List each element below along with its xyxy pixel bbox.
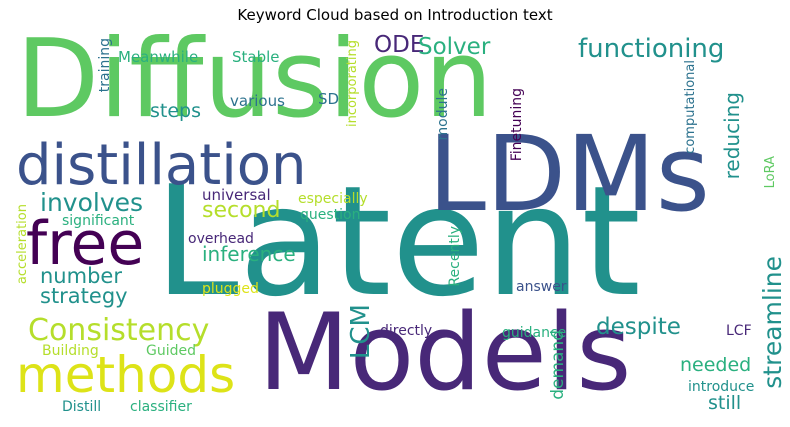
- word-significant: significant: [62, 213, 135, 229]
- word-guidance: guidance: [502, 325, 567, 341]
- word-meanwhile: Meanwhile: [118, 48, 199, 66]
- word-computational: computational: [683, 60, 698, 154]
- word-plugged: plugged: [202, 281, 259, 297]
- word-solver: Solver: [418, 34, 491, 60]
- word-cloud: Diffusion Latent LDMs Models distillatio…: [16, 34, 782, 414]
- word-inference: inference: [202, 242, 296, 266]
- word-training: training: [97, 38, 113, 93]
- word-free: free: [26, 209, 145, 279]
- word-still: still: [708, 392, 742, 414]
- word-consistency: Consistency: [28, 313, 210, 348]
- word-steps: steps: [150, 100, 201, 122]
- word-reducing: reducing: [720, 92, 744, 180]
- word-module: module: [435, 88, 451, 141]
- word-acceleration: acceleration: [16, 204, 30, 285]
- word-finetuning: Finetuning: [509, 88, 525, 162]
- word-methods: methods: [16, 346, 236, 404]
- word-building: Building: [42, 343, 99, 359]
- word-strategy: strategy: [40, 284, 128, 308]
- word-ldms: LDMs: [428, 113, 710, 235]
- word-distill: Distill: [62, 399, 102, 414]
- word-involves: involves: [40, 188, 144, 217]
- word-directly: directly: [380, 323, 433, 339]
- word-despite: despite: [596, 314, 681, 340]
- word-demand: demand: [548, 330, 568, 400]
- word-stable: Stable: [232, 48, 280, 66]
- word-second: second: [202, 198, 281, 223]
- word-answer: answer: [516, 279, 567, 295]
- word-functioning: functioning: [578, 34, 725, 64]
- word-overhead: overhead: [188, 231, 254, 247]
- word-question: question: [300, 207, 361, 223]
- word-streamline: streamline: [758, 256, 782, 389]
- word-lcf: LCF: [726, 323, 752, 339]
- word-diffusion: Diffusion: [16, 34, 493, 142]
- word-especially: especially: [298, 191, 368, 207]
- word-number: number: [40, 264, 122, 288]
- word-needed: needed: [680, 354, 752, 376]
- word-various: various: [230, 92, 285, 110]
- chart-title: Keyword Cloud based on Introduction text: [237, 6, 553, 24]
- word-lcm: LCM: [346, 304, 376, 360]
- word-incorporating: incorporating: [345, 40, 360, 128]
- word-lora: LoRA: [763, 156, 778, 189]
- word-models: Models: [258, 291, 632, 414]
- word-ode: ODE: [374, 34, 425, 58]
- word-guided: Guided: [146, 343, 196, 359]
- word-universal: universal: [202, 186, 271, 204]
- word-introduce: introduce: [688, 379, 755, 395]
- word-recently: Recently: [447, 226, 463, 287]
- word-distillation: distillation: [16, 133, 307, 198]
- word-classifier: classifier: [130, 399, 192, 414]
- word-sd: SD: [318, 90, 340, 108]
- word-latent: Latent: [154, 153, 641, 330]
